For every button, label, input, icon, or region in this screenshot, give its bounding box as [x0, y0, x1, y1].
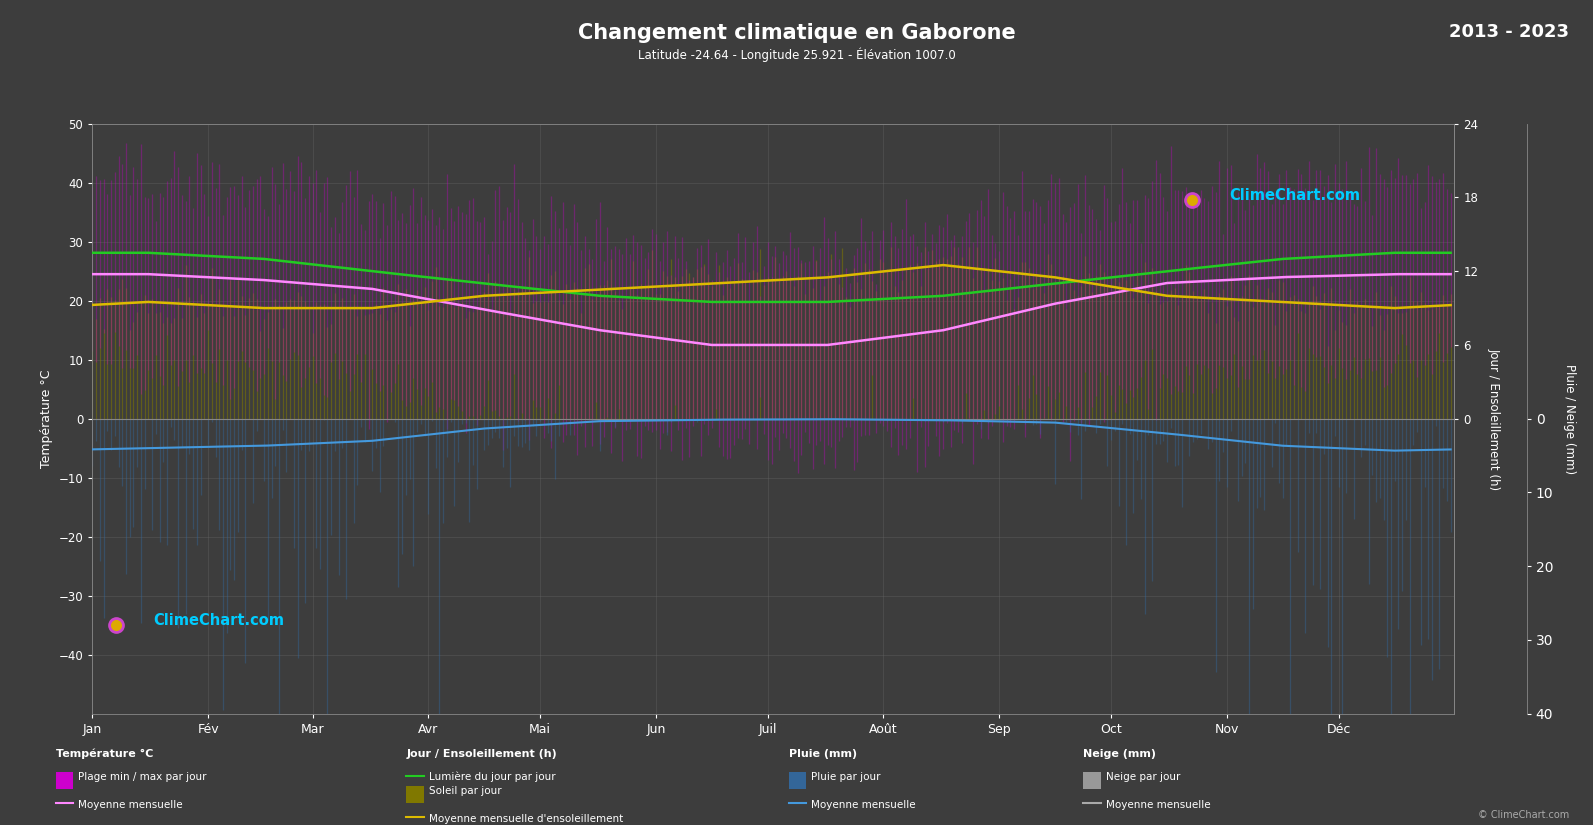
Y-axis label: Température °C: Température °C	[40, 370, 53, 468]
Text: Soleil par jour: Soleil par jour	[429, 786, 502, 796]
Text: © ClimeChart.com: © ClimeChart.com	[1478, 810, 1569, 820]
Text: Pluie par jour: Pluie par jour	[811, 772, 881, 782]
Y-axis label: Pluie / Neige (mm): Pluie / Neige (mm)	[1563, 364, 1575, 474]
Text: Neige par jour: Neige par jour	[1106, 772, 1180, 782]
Text: Pluie (mm): Pluie (mm)	[789, 749, 857, 759]
Text: Latitude -24.64 - Longitude 25.921 - Élévation 1007.0: Latitude -24.64 - Longitude 25.921 - Élé…	[637, 48, 956, 63]
Text: Changement climatique en Gaborone: Changement climatique en Gaborone	[578, 23, 1015, 43]
Text: Neige (mm): Neige (mm)	[1083, 749, 1157, 759]
Text: Lumière du jour par jour: Lumière du jour par jour	[429, 772, 554, 782]
Text: ClimeChart.com: ClimeChart.com	[1230, 188, 1360, 204]
Text: Température °C: Température °C	[56, 749, 153, 759]
Text: Jour / Ensoleillement (h): Jour / Ensoleillement (h)	[406, 749, 558, 759]
Text: Moyenne mensuelle: Moyenne mensuelle	[1106, 800, 1211, 810]
Text: ClimeChart.com: ClimeChart.com	[153, 613, 285, 628]
Y-axis label: Jour / Ensoleillement (h): Jour / Ensoleillement (h)	[1488, 347, 1501, 490]
Text: Moyenne mensuelle: Moyenne mensuelle	[811, 800, 916, 810]
Text: Moyenne mensuelle: Moyenne mensuelle	[78, 800, 183, 810]
Text: 2013 - 2023: 2013 - 2023	[1450, 23, 1569, 41]
Text: Plage min / max par jour: Plage min / max par jour	[78, 772, 207, 782]
Text: Moyenne mensuelle d'ensoleillement: Moyenne mensuelle d'ensoleillement	[429, 813, 623, 823]
